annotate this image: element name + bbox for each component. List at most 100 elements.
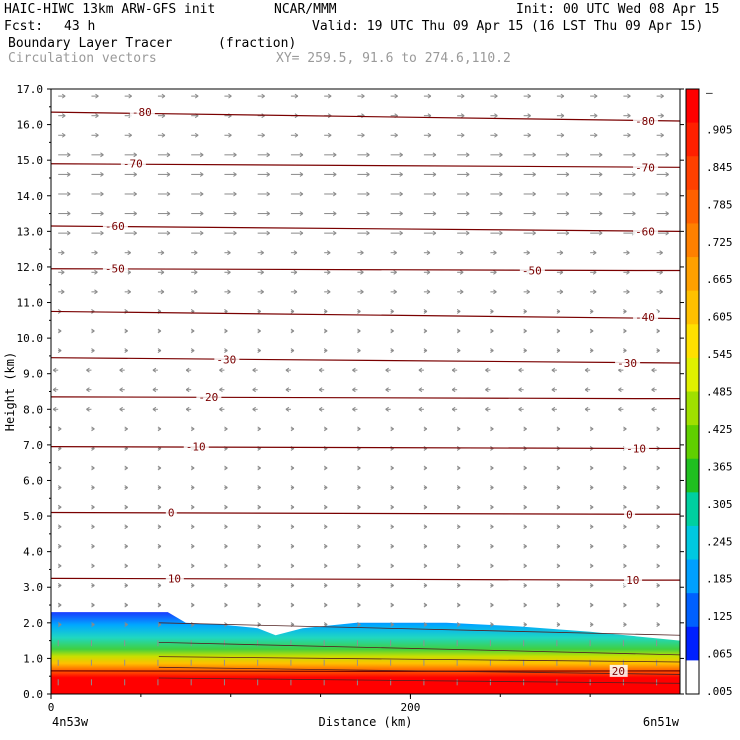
- circulation-vector-head: [257, 504, 261, 510]
- circulation-vector-head: [565, 211, 570, 216]
- circulation-vector-head: [589, 543, 594, 549]
- temperature-contour: [51, 396, 680, 400]
- circulation-vector-head: [385, 367, 389, 373]
- y-tick-label: 14.0: [17, 190, 44, 203]
- circulation-vector-head: [157, 563, 162, 569]
- circulation-vector-head: [456, 426, 461, 432]
- contour-label-background: [165, 572, 184, 585]
- circulation-vector-head: [532, 191, 536, 197]
- circulation-vector-head: [390, 328, 394, 334]
- y-tick-label: 0.0: [23, 688, 43, 701]
- circulation-vector-head: [556, 602, 561, 608]
- circulation-vector-head: [157, 328, 162, 334]
- circulation-vector-head: [290, 309, 295, 314]
- circulation-vector-head: [326, 250, 331, 256]
- circulation-vector-head: [584, 387, 589, 393]
- circulation-vector-head: [290, 348, 295, 353]
- circulation-vector-head: [357, 328, 361, 334]
- contour-label: 0: [626, 508, 633, 521]
- boundary-contour: [158, 622, 680, 636]
- circulation-vector-head: [91, 622, 95, 628]
- boundary-contour: [158, 656, 680, 663]
- circulation-vector-head: [190, 348, 195, 353]
- circulation-vector-head: [290, 504, 295, 510]
- circulation-vector-head: [589, 622, 594, 628]
- circulation-vector-head: [423, 485, 428, 491]
- circulation-vector-head: [390, 543, 394, 549]
- circulation-vector-head: [124, 543, 128, 549]
- contour-label-background: [183, 440, 209, 453]
- contour-label-background: [633, 115, 659, 128]
- circulation-vector-head: [623, 328, 627, 334]
- circulation-vector-head: [393, 250, 397, 256]
- circulation-vector-head: [257, 309, 261, 314]
- circulation-vector-head: [323, 426, 328, 432]
- contour-label-background: [624, 574, 643, 587]
- circulation-vector-head: [656, 328, 660, 334]
- circulation-vector-head: [332, 191, 337, 197]
- boundary-layer-tracer-area: [51, 612, 680, 694]
- circulation-vector-head: [52, 387, 57, 393]
- circulation-vector-head: [133, 191, 137, 197]
- circulation-vector-head: [627, 93, 631, 99]
- circulation-vector-head: [527, 113, 531, 119]
- circulation-vector-head: [86, 406, 90, 412]
- circulation-vector-head: [60, 269, 65, 275]
- colorbar-swatch: [686, 593, 699, 628]
- circulation-vector-head: [290, 465, 295, 471]
- temperature-contour: [51, 225, 680, 232]
- circulation-vector-head: [127, 250, 131, 256]
- circulation-vector-head: [285, 367, 290, 373]
- circulation-vector-head: [357, 622, 361, 628]
- circulation-vector-head: [166, 152, 171, 158]
- circulation-vector-head: [390, 348, 394, 353]
- circulation-vector-head: [252, 406, 256, 412]
- circulation-vector-head: [459, 289, 464, 295]
- circulation-vector-head: [323, 622, 328, 628]
- circulation-vector-head: [523, 563, 527, 569]
- circulation-vector-head: [523, 348, 527, 353]
- circulation-vector-head: [224, 328, 228, 334]
- colorbar-swatch: [686, 492, 699, 527]
- circulation-vector-head: [399, 211, 403, 216]
- circulation-vector-head: [61, 113, 66, 119]
- circulation-vector-head: [532, 230, 536, 236]
- circulation-vector-head: [190, 426, 195, 432]
- colorbar-swatch: [686, 156, 699, 191]
- circulation-vector-head: [224, 563, 228, 569]
- circulation-vector-head: [623, 309, 627, 314]
- circulation-vector-head: [228, 132, 232, 138]
- circulation-vector-head: [451, 406, 456, 412]
- circulation-vector-head: [199, 211, 204, 216]
- circulation-vector-head: [332, 152, 337, 158]
- circulation-vector-head: [660, 113, 664, 119]
- circulation-vector-head: [523, 583, 527, 588]
- circulation-vector-head: [133, 211, 137, 216]
- circulation-vector-head: [390, 622, 394, 628]
- y-tick-label: 7.0: [23, 439, 43, 452]
- circulation-vector-head: [523, 485, 527, 491]
- circulation-vector-head: [490, 309, 494, 314]
- circulation-vector-head: [157, 465, 162, 471]
- colorbar-swatch: [686, 290, 699, 325]
- circulation-vector-head: [290, 426, 295, 432]
- circulation-vector-head: [361, 132, 365, 138]
- circulation-vector-head: [127, 289, 131, 295]
- circulation-vector-head: [357, 485, 361, 491]
- circulation-vector-head: [551, 406, 556, 412]
- circulation-vector-head: [426, 250, 431, 256]
- circulation-vector-head: [523, 465, 527, 471]
- circulation-vector-head: [100, 230, 104, 236]
- circulation-vector-head: [161, 93, 166, 99]
- circulation-vector-head: [100, 152, 104, 158]
- x-end-location-label: 6n51w: [643, 715, 680, 729]
- colorbar-label: .065: [706, 648, 733, 661]
- circulation-vector-head: [490, 543, 494, 549]
- circulation-vector-head: [660, 93, 664, 99]
- colorbar-label: .905: [706, 123, 733, 136]
- contour-label-background: [519, 264, 545, 277]
- contour-label-background: [615, 357, 641, 370]
- circulation-vector-head: [157, 524, 162, 530]
- circulation-vector-head: [266, 211, 270, 216]
- contour-label-background: [633, 161, 659, 174]
